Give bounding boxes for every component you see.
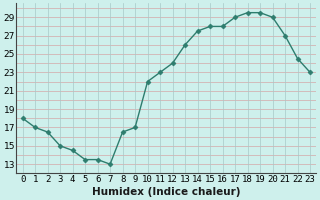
X-axis label: Humidex (Indice chaleur): Humidex (Indice chaleur) [92,187,241,197]
